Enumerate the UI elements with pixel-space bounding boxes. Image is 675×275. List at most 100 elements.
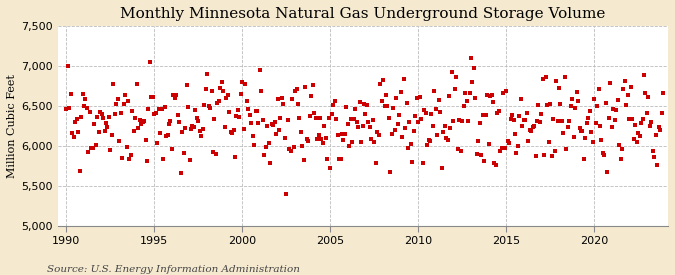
- Point: [417, 161, 428, 165]
- Point: [297, 144, 308, 148]
- Point: [505, 117, 516, 121]
- Point: [98, 116, 109, 120]
- Y-axis label: Million Cubic Feet: Million Cubic Feet: [7, 74, 17, 178]
- Point: [107, 133, 117, 137]
- Point: [599, 153, 610, 157]
- Point: [500, 145, 510, 150]
- Point: [622, 93, 633, 98]
- Point: [316, 137, 327, 141]
- Point: [101, 121, 111, 125]
- Point: [381, 93, 392, 97]
- Point: [514, 114, 524, 119]
- Point: [219, 125, 230, 130]
- Point: [388, 105, 399, 110]
- Point: [523, 139, 534, 144]
- Point: [572, 99, 583, 104]
- Point: [552, 119, 563, 123]
- Point: [86, 145, 97, 150]
- Point: [102, 125, 113, 130]
- Point: [539, 153, 549, 157]
- Point: [529, 124, 539, 128]
- Point: [248, 143, 259, 147]
- Point: [631, 140, 642, 144]
- Point: [375, 82, 385, 86]
- Point: [502, 139, 513, 144]
- Point: [442, 138, 453, 142]
- Point: [656, 111, 667, 115]
- Point: [266, 122, 277, 127]
- Point: [218, 89, 229, 93]
- Point: [382, 104, 393, 108]
- Point: [230, 155, 240, 159]
- Point: [593, 87, 604, 91]
- Point: [425, 139, 435, 143]
- Point: [511, 151, 522, 155]
- Point: [293, 101, 304, 106]
- Point: [400, 125, 410, 130]
- Point: [556, 119, 567, 124]
- Point: [232, 108, 243, 113]
- Point: [346, 116, 356, 121]
- Point: [462, 119, 473, 123]
- Point: [254, 67, 265, 72]
- Point: [387, 131, 398, 136]
- Point: [601, 101, 612, 105]
- Point: [342, 122, 353, 126]
- Point: [527, 125, 538, 130]
- Point: [517, 124, 528, 128]
- Point: [501, 89, 512, 93]
- Point: [373, 132, 384, 137]
- Point: [124, 157, 135, 161]
- Point: [142, 158, 153, 163]
- Point: [551, 79, 562, 83]
- Point: [126, 152, 136, 157]
- Point: [133, 126, 144, 131]
- Point: [63, 63, 74, 68]
- Point: [643, 95, 654, 99]
- Point: [470, 96, 481, 100]
- Point: [583, 116, 594, 120]
- Point: [188, 125, 199, 129]
- Point: [244, 113, 255, 117]
- Point: [132, 81, 142, 86]
- Point: [615, 156, 626, 161]
- Point: [433, 98, 444, 102]
- Point: [624, 117, 634, 121]
- Point: [247, 134, 258, 138]
- Point: [422, 143, 433, 147]
- Point: [634, 134, 645, 139]
- Point: [329, 99, 340, 104]
- Point: [448, 119, 459, 123]
- Point: [344, 144, 355, 148]
- Point: [186, 127, 196, 131]
- Point: [489, 161, 500, 165]
- Point: [271, 132, 281, 136]
- Point: [302, 137, 313, 141]
- Point: [418, 107, 429, 112]
- Point: [163, 122, 174, 126]
- Point: [524, 128, 535, 132]
- Point: [284, 147, 294, 152]
- Point: [401, 101, 412, 105]
- Point: [445, 125, 456, 130]
- Point: [243, 107, 254, 111]
- Point: [451, 74, 462, 79]
- Point: [545, 102, 556, 106]
- Point: [256, 89, 267, 93]
- Point: [532, 119, 543, 123]
- Point: [452, 146, 463, 151]
- Point: [356, 140, 367, 144]
- Point: [287, 97, 298, 101]
- Point: [77, 92, 88, 96]
- Point: [130, 116, 140, 121]
- Point: [602, 170, 613, 174]
- Point: [169, 96, 180, 100]
- Point: [587, 139, 598, 144]
- Point: [171, 93, 182, 98]
- Point: [265, 161, 275, 165]
- Point: [108, 82, 119, 86]
- Point: [225, 130, 236, 134]
- Point: [183, 105, 194, 110]
- Point: [420, 111, 431, 116]
- Point: [526, 129, 537, 134]
